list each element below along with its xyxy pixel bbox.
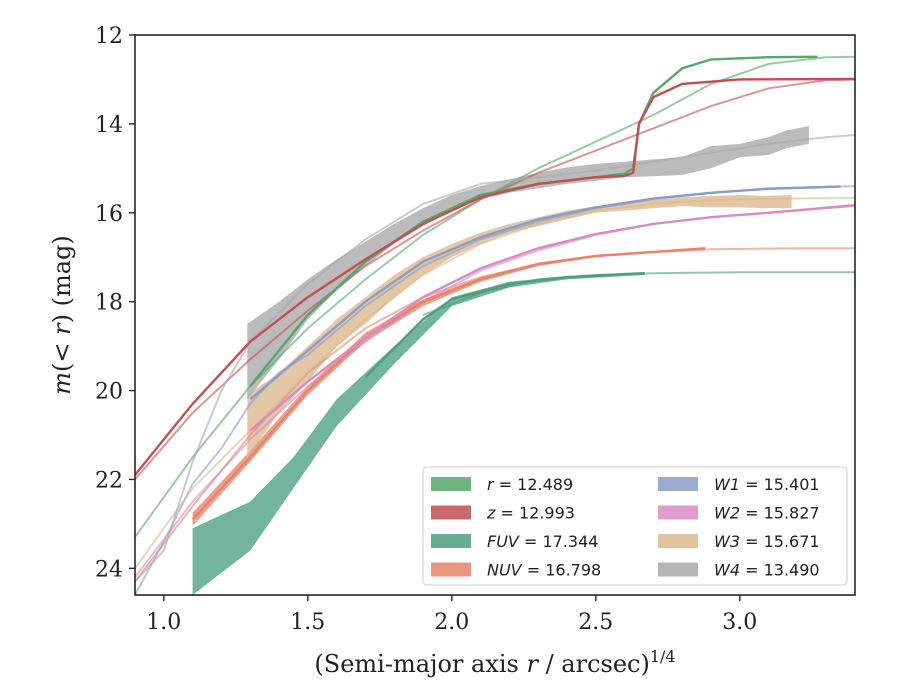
legend-label-w1: W1 = 15.401 [714, 475, 820, 494]
x-axis-title: (Semi-major axis r / arcsec)1/4 [314, 647, 675, 678]
legend-label-w3: W3 = 15.671 [714, 532, 820, 551]
series-fuv-band [192, 272, 645, 595]
series-w1-data-line [249, 185, 841, 401]
y-tick-label: 14 [95, 113, 123, 138]
y-tick-label: 12 [95, 24, 123, 49]
y-tick-label: 18 [95, 291, 123, 316]
axes-frame [134, 34, 856, 596]
series-z-model-line [135, 78, 855, 481]
legend-label-fuv: FUV = 17.344 [487, 532, 598, 551]
series-w2-data-line [249, 204, 855, 432]
legend-swatch-w2 [658, 505, 698, 520]
legend-swatch-z [431, 505, 471, 520]
legend-label-w2: W2 = 15.827 [714, 504, 820, 523]
series-z-data-line [135, 77, 855, 476]
series-nuv-model-line [135, 247, 855, 583]
legend-swatch-r [431, 477, 471, 491]
legend-box [422, 466, 848, 586]
y-tick-label: 16 [95, 202, 123, 227]
y-tick-label: 20 [95, 380, 123, 405]
legend-swatch-w3 [658, 534, 698, 548]
legend-label-nuv: NUV = 16.798 [487, 561, 601, 580]
y-axis-title: m(< r) (mag) [48, 235, 76, 395]
legend-label-r: r = 12.489 [487, 475, 573, 494]
legend-swatch-w4 [658, 562, 698, 577]
x-tick-label: 1.0 [146, 610, 181, 635]
legend-swatch-nuv [431, 562, 471, 577]
plot-area [135, 55, 855, 595]
x-tick-label: 1.5 [290, 610, 325, 635]
x-tick-label: 2.0 [434, 610, 469, 635]
x-tick-label: 3.0 [722, 610, 757, 635]
y-tick-label: 22 [95, 468, 123, 493]
series-fuv-data-line [364, 272, 645, 379]
x-tick-label: 2.5 [578, 610, 613, 635]
y-tick-label: 24 [95, 557, 123, 582]
legend-swatch-w1 [658, 477, 698, 491]
axes: 1.0 1.5 2.0 2.5 3.0 12 14 16 18 20 22 24 [95, 24, 856, 635]
series-r-model-line [135, 55, 855, 538]
series-nuv-data-line [191, 247, 706, 521]
series-w4-model-line [135, 134, 855, 583]
legend-swatch-fuv [431, 534, 471, 548]
legend-label-w4: W4 = 13.490 [714, 561, 820, 580]
legend-label-z: z = 12.993 [486, 504, 575, 523]
series-w3-band [247, 195, 792, 458]
legend: r = 12.489 z = 12.993 FUV = 17.344 NUV = 16… [422, 466, 848, 586]
